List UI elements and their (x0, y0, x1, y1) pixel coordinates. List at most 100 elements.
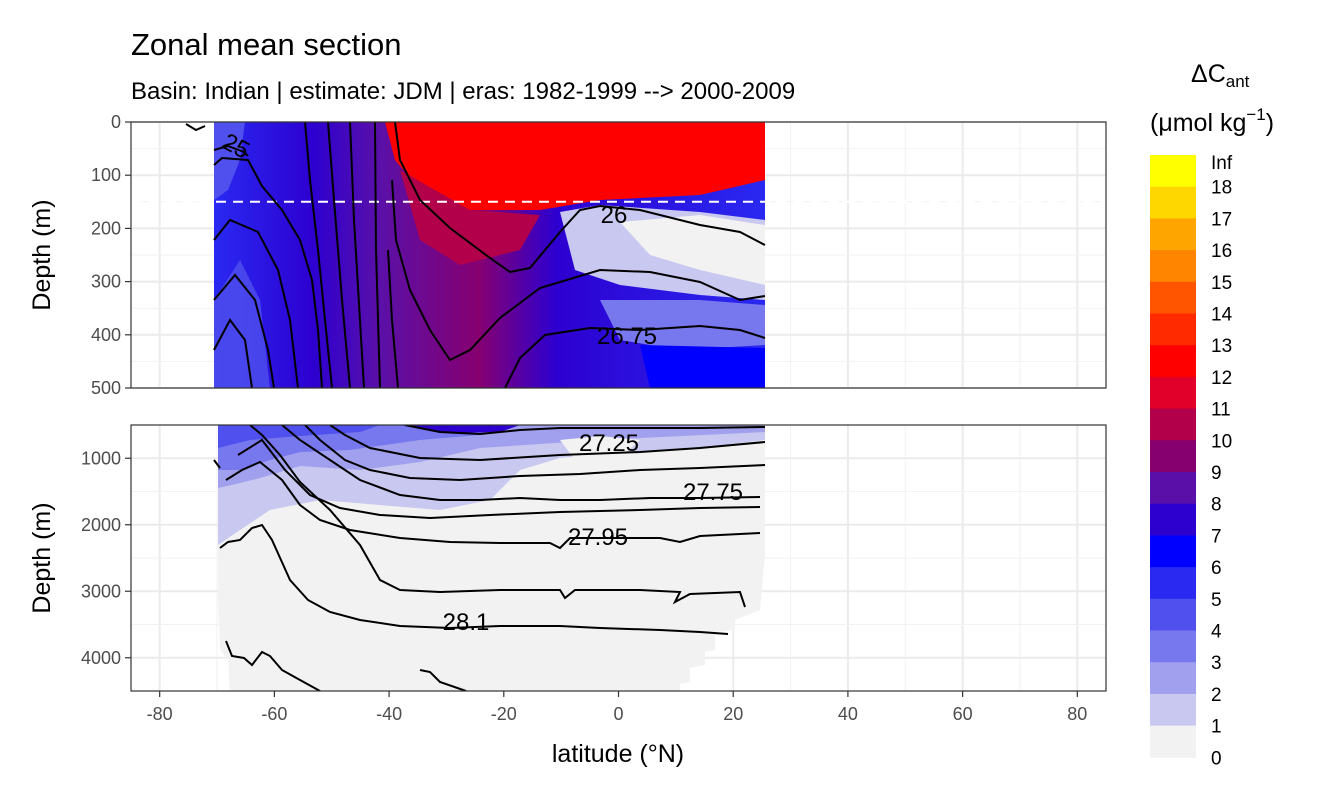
contour-line (249, 425, 746, 608)
contour-line (213, 218, 299, 388)
contour-line (213, 459, 221, 469)
y-tick-label: 500 (91, 378, 121, 398)
contour-line (387, 249, 399, 388)
legend-label: 3 (1211, 653, 1222, 674)
contour-label: 28.1 (443, 609, 490, 636)
legend-label: 15 (1211, 273, 1232, 294)
contour-line (213, 318, 253, 388)
y-tick-label: 300 (91, 272, 121, 292)
upper-field-patch (214, 122, 245, 200)
legend-swatch (1150, 598, 1196, 631)
legend-label: 11 (1211, 400, 1231, 421)
upper-field-patch (400, 170, 540, 265)
contour-line (391, 179, 766, 362)
legend-swatch (1150, 693, 1196, 727)
legend-label: 18 (1211, 178, 1232, 199)
legend-label: 10 (1211, 431, 1232, 452)
legend-label: 12 (1211, 368, 1232, 389)
contour-line (329, 425, 766, 462)
upper-field-patch (385, 122, 765, 210)
contour-line (185, 123, 206, 132)
y-tick-label: 400 (91, 325, 121, 345)
upper-field-patch (620, 215, 765, 285)
legend-swatch (1150, 408, 1196, 441)
upper-field: 25 26 26.75 (131, 122, 1106, 388)
legend-swatches (1150, 155, 1196, 758)
contour-line (304, 425, 766, 482)
contour-line (219, 523, 729, 635)
contour-label: 27.95 (568, 524, 628, 551)
legend-units: (μmol kg−1) (1150, 105, 1274, 137)
legend-swatch (1150, 281, 1196, 314)
contour-line (237, 438, 761, 520)
y-tick-label: 3000 (81, 581, 121, 601)
lower-panel: 27.25 27.75 27.95 28.1 1000 2000 3000 4000 (81, 424, 1107, 692)
contour-line (225, 640, 321, 691)
contour-line (281, 425, 761, 501)
upper-field-patch (214, 260, 270, 388)
legend-label: 6 (1211, 558, 1222, 579)
legend-swatch (1150, 218, 1196, 251)
contour-line (327, 122, 351, 388)
x-tick-label: -80 (147, 704, 173, 724)
legend-label: Inf (1211, 153, 1233, 174)
legend-swatch (1150, 376, 1196, 410)
legend-swatch (1150, 472, 1196, 505)
x-tick-label: 0 (613, 704, 623, 724)
legend: ΔCant (μmol kg−1) Inf1817161514131211109… (1150, 60, 1274, 769)
legend-label: 8 (1211, 495, 1222, 516)
legend-swatch (1150, 345, 1196, 378)
lower-contours (213, 425, 766, 691)
legend-swatch (1150, 155, 1196, 188)
contour-label: 27.25 (579, 430, 639, 457)
legend-label: 17 (1211, 209, 1232, 230)
y-tick-label: 2000 (81, 515, 121, 535)
legend-swatch (1150, 186, 1196, 219)
x-tick-label: -60 (261, 704, 287, 724)
legend-swatch (1150, 725, 1196, 758)
legend-swatch (1150, 313, 1196, 346)
upper-panel-border (130, 121, 1107, 389)
contour-line (225, 460, 761, 550)
contour-line (504, 324, 766, 388)
legend-swatch (1150, 440, 1196, 473)
contour-line (404, 425, 766, 436)
legend-label: 0 (1211, 748, 1222, 769)
legend-swatch (1150, 503, 1196, 536)
contour-line (213, 144, 249, 157)
contour-line (213, 156, 323, 388)
y-axis-title-lower: Depth (m) (28, 502, 56, 613)
contour-label: 27.75 (683, 479, 743, 506)
legend-swatch (1150, 567, 1196, 600)
chart-subtitle: Basin: Indian | estimate: JDM | eras: 19… (131, 78, 795, 105)
x-tick-label: 40 (838, 704, 858, 724)
x-axis-title: latitude (°N) (552, 740, 684, 768)
legend-label: 14 (1211, 305, 1233, 326)
y-tick-label: 0 (111, 112, 121, 132)
upper-field-patch (600, 300, 765, 350)
upper-contours (185, 122, 766, 388)
contour-label: 26.75 (597, 323, 657, 350)
legend-swatch (1150, 662, 1196, 695)
x-tick-label: -20 (491, 704, 517, 724)
x-tick-label: -40 (376, 704, 402, 724)
contour-line (394, 122, 766, 274)
contour-line (349, 122, 365, 388)
legend-label: 9 (1211, 463, 1222, 484)
legend-label: 4 (1211, 622, 1222, 643)
x-tick-label: 60 (953, 704, 973, 724)
y-tick-label: 100 (91, 165, 121, 185)
contour-line (304, 122, 333, 388)
contour-line (374, 122, 381, 388)
upper-field-patch (640, 345, 765, 388)
y-tick-label: 200 (91, 218, 121, 238)
x-tick-label: 20 (723, 704, 743, 724)
contour-label: 26 (601, 202, 628, 229)
legend-label: 13 (1211, 336, 1232, 357)
legend-swatch (1150, 250, 1196, 283)
legend-label: 5 (1211, 590, 1222, 611)
x-tick-label: 80 (1067, 704, 1087, 724)
legend-label: 1 (1211, 717, 1222, 738)
